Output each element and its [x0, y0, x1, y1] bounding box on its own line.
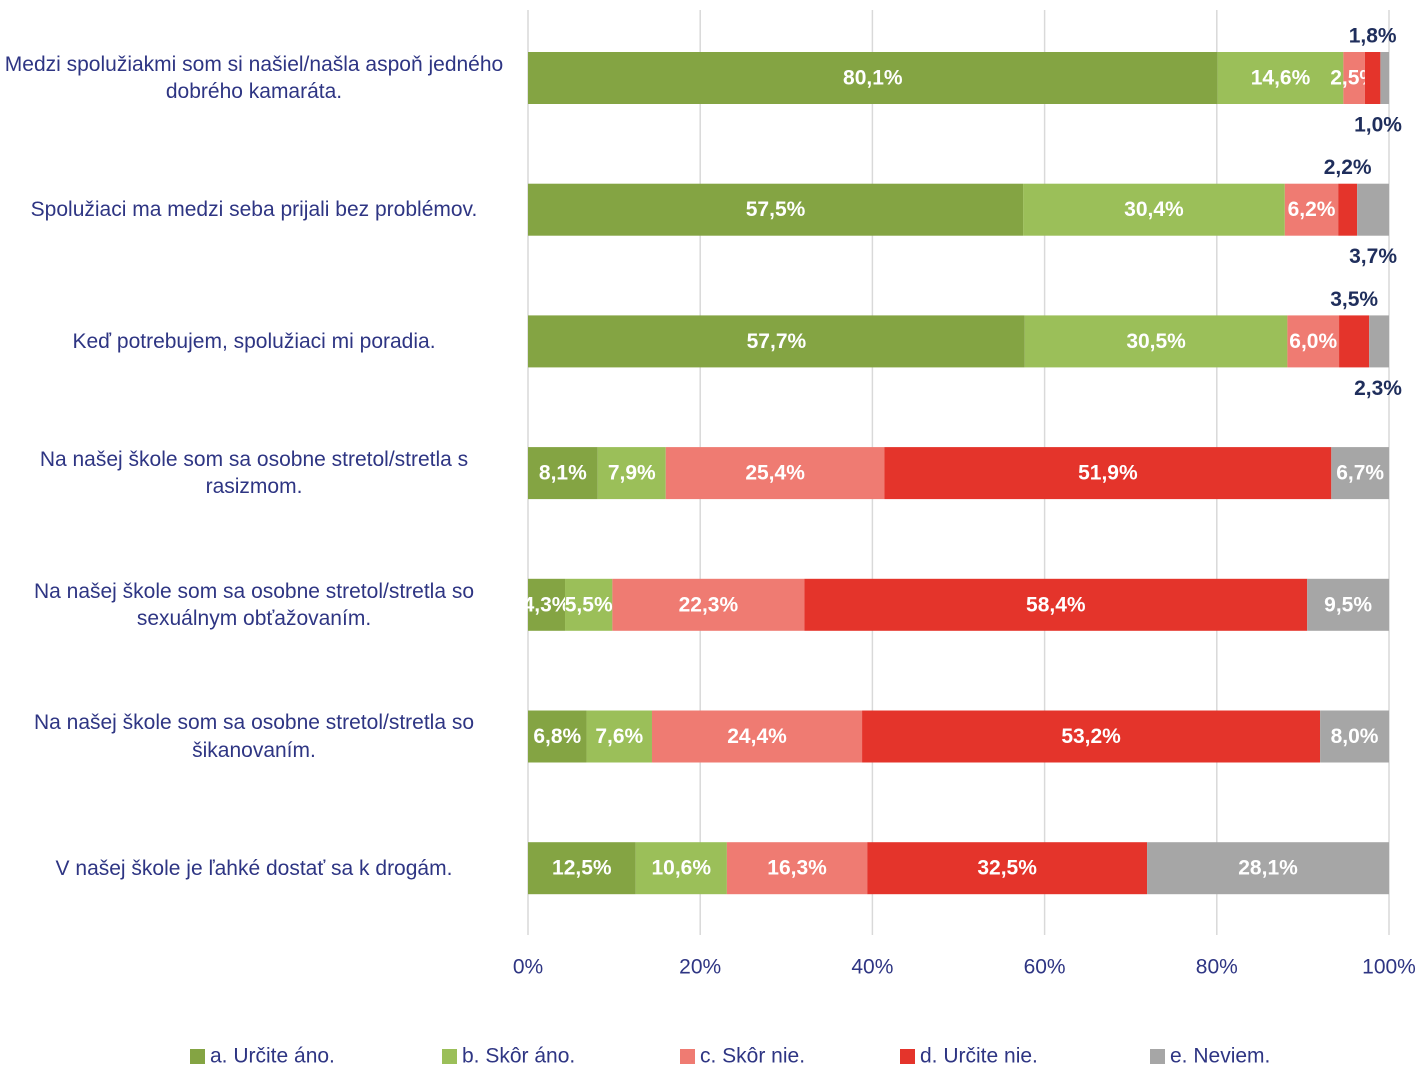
bar-segment: [528, 578, 566, 631]
value-label: 16,3%: [767, 857, 827, 880]
bar-segment: [1024, 315, 1288, 368]
bar-segment: [804, 578, 1308, 631]
bar-segment: [528, 842, 636, 895]
x-tick-label: 80%: [1196, 956, 1238, 979]
bar-segment: [1320, 710, 1389, 763]
value-label: 57,5%: [746, 198, 806, 221]
bar-segment: [565, 578, 613, 631]
bar-segment: [1369, 315, 1389, 368]
legend-label: c. Skôr nie.: [700, 1045, 805, 1068]
bar-segment: [528, 183, 1024, 236]
value-label: 24,4%: [727, 725, 787, 748]
bar-segment: [1338, 183, 1358, 236]
value-label: 25,4%: [745, 462, 805, 485]
value-label: 8,1%: [539, 462, 587, 485]
value-label: 9,5%: [1324, 593, 1372, 616]
bar-segment: [586, 710, 652, 763]
value-label: 80,1%: [843, 67, 903, 90]
value-label: 51,9%: [1078, 462, 1138, 485]
category-label: Spolužiaci ma medzi seba prijali bez pro…: [30, 198, 478, 222]
category-label: V našej škole je ľahké dostať sa k drogá…: [55, 856, 453, 880]
value-label: 30,4%: [1124, 198, 1184, 221]
x-tick-label: 100%: [1362, 956, 1416, 979]
bar-segment: [1339, 315, 1370, 368]
legend-swatch: [442, 1049, 457, 1064]
bar-segment: [884, 447, 1332, 500]
value-label: 1,0%: [1354, 114, 1402, 137]
category-label: Na našej škole som sa osobne stretol/str…: [33, 579, 475, 630]
bar-segment: [1343, 52, 1365, 104]
value-label: 30,5%: [1126, 330, 1186, 353]
value-label: 6,7%: [1336, 462, 1384, 485]
bar-segment: [528, 447, 598, 500]
x-tick-label: 20%: [679, 956, 721, 979]
value-label: 14,6%: [1251, 67, 1311, 90]
value-label: 57,7%: [747, 330, 807, 353]
bar-segment: [1380, 52, 1389, 104]
value-label: 6,8%: [533, 725, 581, 748]
bar-segment: [665, 447, 885, 500]
bar-segment: [597, 447, 666, 500]
value-label: 2,2%: [1324, 156, 1372, 179]
bar-segment: [1217, 52, 1344, 104]
value-label: 1,8%: [1349, 25, 1397, 48]
value-label: 4,3%: [523, 593, 571, 616]
bar-segment: [867, 842, 1148, 895]
value-label: 53,2%: [1061, 725, 1121, 748]
legend-label: d. Určite nie.: [920, 1045, 1038, 1068]
bar-segment: [726, 842, 868, 895]
value-label: 3,7%: [1349, 245, 1397, 268]
bar-segment: [635, 842, 727, 895]
legend-label: b. Skôr áno.: [462, 1045, 575, 1068]
value-label: 10,6%: [651, 857, 711, 880]
x-tick-label: 60%: [1024, 956, 1066, 979]
bar-segment: [1364, 52, 1381, 104]
value-label: 28,1%: [1238, 857, 1298, 880]
category-label: Na našej škole som sa osobne stretol/str…: [33, 711, 475, 762]
legend-label: a. Určite áno.: [210, 1045, 335, 1068]
bar-segment: [1307, 578, 1389, 631]
value-label: 7,9%: [608, 462, 656, 485]
bar-segment: [1023, 183, 1285, 236]
category-label: Na našej škole som sa osobne stretol/str…: [39, 447, 469, 499]
bar-segment: [1287, 315, 1340, 368]
value-label: 5,5%: [565, 593, 613, 616]
legend-swatch: [900, 1049, 915, 1064]
value-label: 2,3%: [1354, 377, 1402, 400]
value-label: 6,2%: [1288, 198, 1336, 221]
bar-segment: [1147, 842, 1389, 895]
value-label: 3,5%: [1330, 288, 1378, 311]
value-label: 12,5%: [552, 857, 612, 880]
category-label: Keď potrebujem, spolužiaci mi poradia.: [72, 329, 436, 353]
value-label: 6,0%: [1289, 330, 1337, 353]
bar-segment: [862, 710, 1321, 763]
value-label: 22,3%: [679, 593, 739, 616]
legend-swatch: [1150, 1049, 1165, 1064]
legend-label: e. Neviem.: [1170, 1045, 1270, 1068]
bar-segment: [528, 710, 587, 763]
legend-swatch: [190, 1049, 205, 1064]
bar-segment: [612, 578, 805, 631]
legend-swatch: [680, 1049, 695, 1064]
bar-segment: [651, 710, 863, 763]
bar-segment: [1357, 183, 1389, 236]
bar-segment: [1331, 447, 1389, 500]
value-label: 58,4%: [1026, 593, 1086, 616]
bar-segment: [528, 315, 1025, 368]
category-label: Medzi spolužiakmi som si našiel/našla as…: [4, 52, 504, 103]
x-tick-label: 0%: [513, 956, 543, 979]
bar-segment: [1284, 183, 1339, 236]
bar-segment: [528, 52, 1218, 104]
x-tick-label: 40%: [851, 956, 893, 979]
value-label: 8,0%: [1331, 725, 1379, 748]
value-label: 7,6%: [595, 725, 643, 748]
value-label: 32,5%: [977, 857, 1037, 880]
